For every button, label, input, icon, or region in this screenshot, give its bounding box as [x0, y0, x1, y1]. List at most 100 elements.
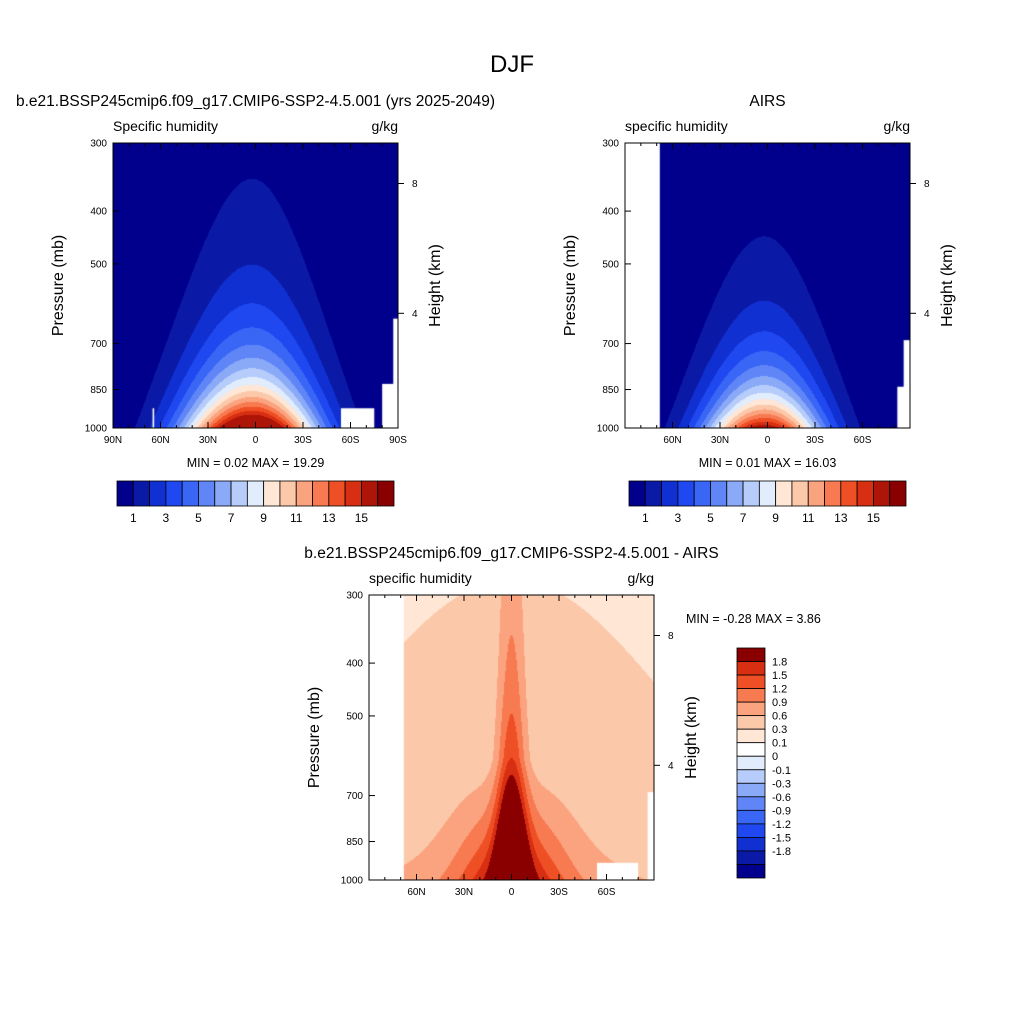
obs-left-label: specific humidity: [625, 118, 728, 134]
diff-colorbar-cell: [736, 715, 766, 730]
obs-colorbar-cell: [807, 480, 825, 507]
obs-contour-field: [625, 143, 910, 428]
obs-colorbar-label: 13: [834, 511, 848, 525]
diff-min-max-label: MIN = -0.28 MAX = 3.86: [686, 612, 821, 626]
diff-colorbar-cell: [736, 742, 766, 757]
model-left-label: Specific humidity: [113, 118, 218, 134]
diff-colorbar-cell: [736, 688, 766, 703]
diff-x-tick-label: 30N: [455, 887, 473, 898]
model-y-axis-label: Pressure (mb): [50, 235, 67, 336]
model-colorbar-cell: [181, 480, 199, 507]
diff-height-tick-label: 4: [668, 761, 674, 772]
diff-stat-min-label: MIN =: [686, 612, 723, 626]
diff-x-tick-label: 0: [509, 887, 515, 898]
obs-stat-max-label: MAX =: [764, 456, 805, 470]
obs-colorbar-cell: [889, 480, 907, 507]
model-colorbar-cell: [116, 480, 134, 507]
diff-colorbar-label: -0.1: [772, 765, 791, 777]
obs-min-max-label: MIN = 0.01 MAX = 16.03: [699, 456, 837, 470]
model-x-tick-label: 0: [253, 435, 259, 446]
diff-colorbar-label: -0.6: [772, 792, 791, 804]
obs-colorbar-cell: [710, 480, 728, 507]
model-colorbar-cell: [312, 480, 330, 507]
model-colorbar-cell: [263, 480, 281, 507]
obs-colorbar-label: 3: [675, 511, 682, 525]
obs-x-tick-label: 60S: [854, 435, 872, 446]
model-height-axis-label: Height (km): [427, 244, 444, 327]
obs-colorbar-label: 5: [707, 511, 714, 525]
obs-colorbar-cell: [824, 480, 842, 507]
obs-colorbar-label: 11: [802, 511, 815, 525]
diff-colorbar-label: 1.2: [772, 684, 787, 696]
diff-contour-field: [369, 595, 654, 880]
diff-colorbar-label: 0.6: [772, 711, 787, 723]
model-panel: b.e21.BSSP245cmip6.f09_g17.CMIP6-SSP2-4.…: [16, 93, 495, 525]
model-units-label: g/kg: [372, 118, 398, 134]
model-contour-field: [113, 143, 398, 428]
diff-units-label: g/kg: [628, 570, 654, 586]
model-x-tick-label: 60S: [342, 435, 360, 446]
model-colorbar-cell: [149, 480, 167, 507]
obs-y-tick-label: 1000: [597, 424, 620, 435]
obs-colorbar-cell: [840, 480, 858, 507]
obs-colorbar-label: 15: [867, 511, 881, 525]
model-y-tick-label: 1000: [85, 424, 108, 435]
obs-y-tick-label: 700: [602, 339, 619, 350]
obs-colorbar-cell: [873, 480, 891, 507]
obs-title: AIRS: [749, 93, 785, 110]
diff-colorbar-label: 1.8: [772, 657, 787, 669]
model-colorbar-label: 11: [290, 511, 303, 525]
model-height-tick-label: 8: [412, 179, 418, 190]
obs-colorbar-cell: [742, 480, 760, 507]
obs-colorbar-cell: [856, 480, 874, 507]
obs-height-axis-label: Height (km): [939, 244, 956, 327]
diff-colorbar-label: -1.2: [772, 819, 791, 831]
obs-colorbar-label: 7: [740, 511, 747, 525]
obs-y-tick-label: 300: [602, 139, 619, 150]
diff-y-tick-label: 1000: [341, 876, 364, 887]
diff-colorbar-cell: [736, 782, 766, 798]
diff-x-tick-label: 60N: [407, 887, 425, 898]
model-colorbar-cell: [295, 480, 313, 507]
model-colorbar-cell: [279, 480, 297, 507]
obs-x-tick-label: 30N: [711, 435, 729, 446]
model-colorbar-label: 3: [163, 511, 170, 525]
model-y-tick-label: 400: [90, 207, 107, 218]
model-colorbar-label: 9: [260, 511, 267, 525]
figure-title: DJF: [490, 51, 534, 78]
obs-stat-max: 16.03: [805, 456, 836, 470]
model-colorbar-label: 1: [130, 511, 137, 525]
obs-stat-min: 0.01: [736, 456, 764, 470]
model-x-tick-label: 30N: [199, 435, 217, 446]
model-colorbar-label: 15: [355, 511, 369, 525]
diff-colorbar-label: -1.8: [772, 846, 791, 858]
diff-colorbar-label: -0.9: [772, 805, 791, 817]
obs-stat-min-label: MIN =: [699, 456, 736, 470]
obs-height-tick-label: 8: [924, 179, 930, 190]
diff-colorbar-cell: [736, 809, 766, 825]
obs-colorbar-cell: [726, 480, 744, 507]
obs-x-tick-label: 30S: [806, 435, 824, 446]
diff-colorbar-cell: [736, 837, 766, 852]
diff-colorbar-label: -0.3: [772, 778, 791, 790]
obs-colorbar-cell: [791, 480, 809, 507]
diff-colorbar-label: 0: [772, 751, 778, 763]
model-stat-min: 0.02: [224, 456, 252, 470]
diff-y-tick-label: 850: [346, 837, 363, 848]
diff-colorbar-label: 0.3: [772, 724, 787, 736]
obs-height-tick-label: 4: [924, 309, 930, 320]
obs-y-tick-label: 500: [602, 259, 619, 270]
model-y-tick-label: 500: [90, 259, 107, 270]
model-stat-min-label: MIN =: [187, 456, 224, 470]
diff-y-tick-label: 500: [346, 711, 363, 722]
diff-title: b.e21.BSSP245cmip6.f09_g17.CMIP6-SSP2-4.…: [304, 545, 718, 562]
obs-colorbar-cell: [775, 480, 793, 507]
diff-colorbar-cell: [736, 850, 766, 865]
diff-colorbar-cell: [736, 728, 766, 744]
model-y-tick-label: 700: [90, 339, 107, 350]
diff-left-label: specific humidity: [369, 570, 472, 586]
model-x-tick-label: 90N: [104, 435, 122, 446]
model-colorbar-cell: [328, 480, 346, 507]
model-title: b.e21.BSSP245cmip6.f09_g17.CMIP6-SSP2-4.…: [16, 93, 495, 110]
